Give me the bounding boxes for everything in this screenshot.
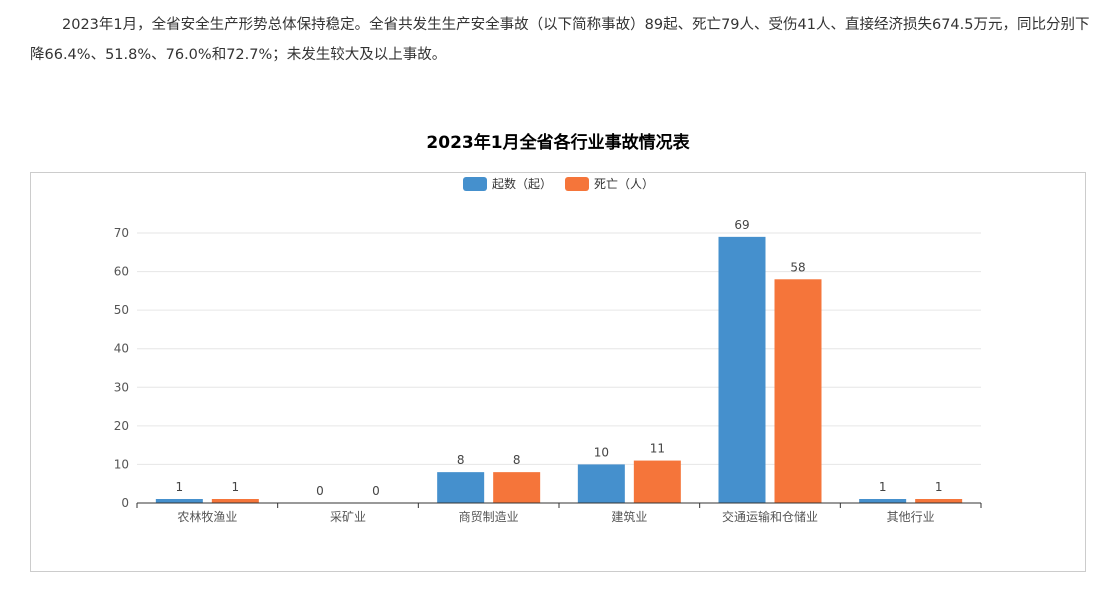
legend-label: 死亡（人） [594, 177, 654, 191]
bar [577, 464, 625, 503]
bar [493, 472, 541, 503]
x-tick-label: 商贸制造业 [459, 509, 519, 524]
x-tick-label: 采矿业 [330, 510, 366, 524]
intro-paragraph: 2023年1月，全省安全生产形势总体保持稳定。全省共发生生产安全事故（以下简称事… [30, 17, 1090, 63]
bar [633, 460, 681, 503]
y-tick-label: 30 [114, 380, 129, 394]
bar [155, 499, 203, 503]
data-label: 10 [594, 445, 609, 459]
y-tick-label: 20 [114, 419, 129, 433]
data-label: 1 [232, 480, 240, 494]
bar [915, 499, 963, 503]
data-label: 69 [734, 218, 749, 232]
grid [137, 232, 981, 465]
y-tick-label: 50 [114, 303, 129, 317]
legend: 起数（起） 死亡（人） [463, 176, 654, 191]
bar [718, 236, 766, 503]
legend-swatch [463, 177, 487, 191]
bar [774, 279, 822, 503]
data-label: 8 [457, 453, 465, 467]
data-label: 1 [879, 480, 887, 494]
data-label: 0 [316, 484, 324, 498]
x-tick-label: 建筑业 [611, 509, 647, 524]
y-tick-label: 60 [114, 265, 129, 279]
data-label: 0 [372, 484, 380, 498]
legend-label: 起数（起） [492, 176, 552, 191]
y-tick-label: 40 [114, 342, 129, 356]
data-label: 8 [513, 453, 521, 467]
data-label: 1 [176, 480, 184, 494]
x-tick-label: 其他行业 [887, 510, 935, 524]
y-tick-label: 10 [114, 457, 129, 471]
chart-title: 2023年1月全省各行业事故情况表 [426, 133, 690, 153]
legend-swatch [565, 177, 589, 191]
x-tick-label: 交通运输和仓储业 [722, 509, 818, 524]
bar [211, 499, 259, 503]
bar [437, 472, 485, 503]
y-tick-label: 0 [121, 496, 129, 510]
y-tick-label: 70 [114, 226, 129, 240]
chart-frame [30, 172, 1086, 572]
x-tick-label: 农林牧渔业 [177, 510, 237, 524]
data-label: 1 [935, 480, 943, 494]
data-label: 11 [650, 442, 665, 456]
y-axis: 0 10 20 30 40 50 60 70 [114, 226, 129, 510]
data-label: 58 [790, 260, 805, 274]
bar [859, 499, 907, 503]
x-axis: 农林牧渔业 采矿业 商贸制造业 建筑业 交通运输和仓储业 其他行业 [136, 502, 982, 524]
